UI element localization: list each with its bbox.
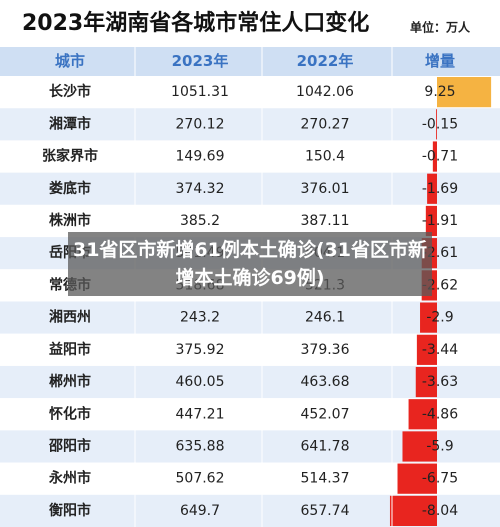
- cell-value: 385.2: [180, 213, 220, 229]
- change-bar: [425, 205, 437, 237]
- cell-value: 447.21: [176, 406, 225, 422]
- header-bg: [0, 47, 500, 76]
- cell-value: 649.7: [180, 503, 220, 519]
- city-name: 衡阳市: [49, 502, 91, 519]
- row-bg: [0, 76, 500, 109]
- cell-value: 243.2: [180, 310, 220, 326]
- column-header: 2022年: [297, 52, 354, 70]
- change-bar: [436, 109, 437, 140]
- cell-value: 657.74: [301, 503, 350, 519]
- city-name: 湘西州: [49, 309, 91, 326]
- cell-value: -2.9: [426, 310, 453, 326]
- cell-value: -1.69: [422, 181, 458, 197]
- city-name: 湘潭市: [49, 115, 91, 132]
- cell-value: -8.04: [422, 503, 458, 519]
- cell-value: 270.27: [301, 116, 350, 132]
- row-bg: [0, 108, 500, 141]
- cell-value: 387.11: [301, 213, 350, 229]
- cell-value: 375.92: [176, 342, 225, 358]
- cell-value: 641.78: [301, 438, 350, 454]
- city-name: 益阳市: [49, 341, 91, 358]
- city-name: 邵阳市: [48, 437, 91, 454]
- change-bar: [397, 463, 437, 494]
- change-bar: [416, 334, 437, 365]
- cell-value: -5.9: [426, 438, 453, 454]
- cell-value: 150.4: [305, 149, 345, 165]
- cell-value: 379.36: [301, 342, 350, 358]
- city-name: 郴州市: [49, 373, 91, 390]
- row-bg: [0, 172, 500, 205]
- row-bg: [0, 301, 500, 334]
- row-bg: [0, 204, 500, 238]
- cell-value: 1051.31: [171, 84, 229, 100]
- city-name: 永州市: [48, 470, 91, 487]
- cell-value: 635.88: [176, 438, 225, 454]
- cell-value: -6.75: [422, 471, 458, 487]
- overlay-caption: 31省区市新增61例本土确诊(31省区市新增本土确诊69例): [68, 232, 432, 296]
- cell-value: -3.44: [422, 342, 458, 358]
- column-header: 2023年: [172, 52, 229, 70]
- change-bar: [402, 431, 437, 462]
- cell-value: 507.62: [176, 471, 225, 487]
- cell-value: 149.69: [176, 149, 225, 165]
- city-name: 娄底市: [49, 180, 91, 197]
- change-bar: [420, 302, 437, 333]
- cell-value: 1042.06: [296, 84, 354, 100]
- cell-value: 9.25: [424, 84, 455, 100]
- column-header: 城市: [55, 52, 85, 70]
- cell-value: 246.1: [305, 310, 345, 326]
- cell-value: 460.05: [176, 374, 225, 390]
- column-header: 增量: [425, 52, 455, 70]
- city-name: 怀化市: [49, 405, 91, 422]
- change-bar: [427, 173, 437, 204]
- unit: 单位：万人: [410, 20, 471, 35]
- city-name: 张家界市: [42, 148, 98, 165]
- cell-value: 514.37: [301, 471, 350, 487]
- title: 2023年湖南省各城市常住人口变化: [22, 10, 369, 36]
- change-bar: [389, 495, 437, 526]
- change-bar: [432, 141, 437, 172]
- cell-value: -0.15: [422, 116, 458, 132]
- cell-value: 463.68: [301, 374, 350, 390]
- cell-value: 452.07: [301, 406, 350, 422]
- row-bg: [0, 333, 500, 366]
- cell-value: -0.71: [422, 149, 458, 165]
- cell-value: 374.32: [176, 181, 225, 197]
- cell-value: -4.86: [422, 406, 458, 422]
- city-name: 长沙市: [49, 83, 91, 100]
- change-bar: [437, 77, 492, 108]
- change-bar: [408, 399, 437, 430]
- change-bar: [415, 366, 437, 398]
- cell-value: -3.63: [422, 374, 458, 390]
- cell-value: -1.91: [422, 213, 458, 229]
- cell-value: 376.01: [301, 181, 350, 197]
- cell-value: 270.12: [176, 116, 225, 132]
- city-name: 株洲市: [49, 212, 91, 229]
- row-bg: [0, 140, 500, 173]
